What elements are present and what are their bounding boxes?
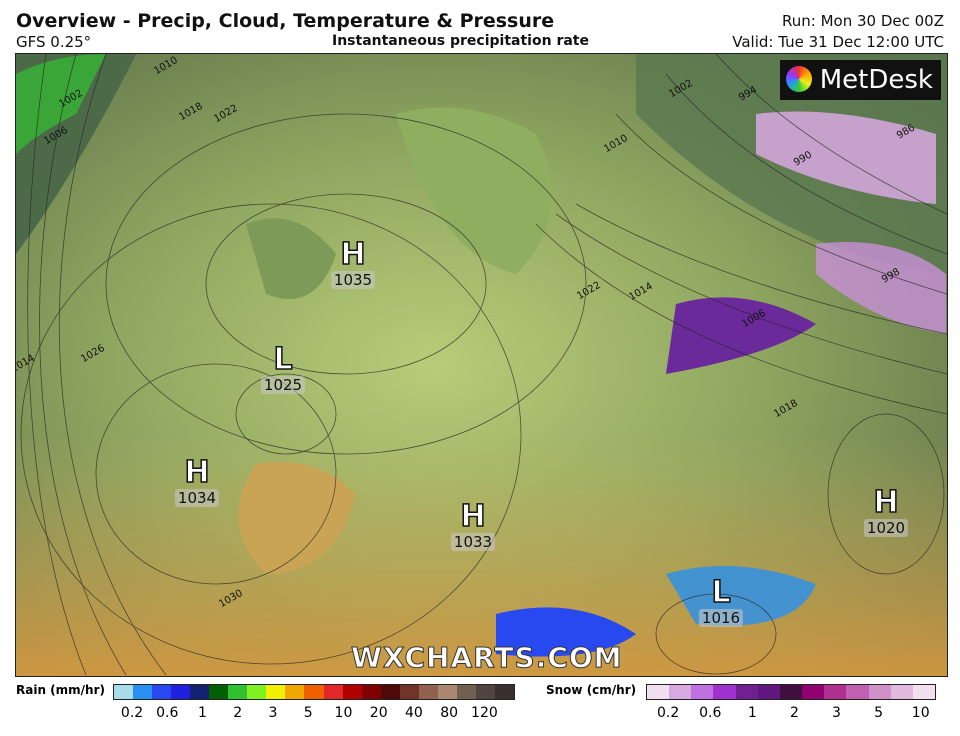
colorbar-swatch — [824, 685, 847, 699]
pressure-system-high: H 1020 — [863, 485, 909, 537]
pressure-system-high: H 1035 — [330, 237, 376, 289]
system-pressure: 1016 — [698, 609, 744, 627]
colorbar-swatch — [713, 685, 736, 699]
colorbar-swatch — [647, 685, 670, 699]
run-time: Run: Mon 30 Dec 00Z — [782, 12, 944, 30]
rain-legend-label: Rain (mm/hr) — [16, 683, 105, 697]
system-pressure: 1034 — [174, 489, 220, 507]
system-letter: L — [711, 575, 732, 610]
colorbar-swatch — [912, 685, 936, 699]
colorbar-swatch — [868, 685, 891, 699]
metdesk-logo-icon — [785, 66, 812, 92]
system-letter: H — [460, 499, 487, 534]
colorbar-swatch — [133, 685, 153, 699]
map-background — [16, 54, 947, 676]
colorbar-tick: 0.6 — [156, 705, 179, 721]
colorbar-tick: 5 — [874, 705, 884, 721]
colorbar-tick: 10 — [334, 705, 353, 721]
weather-map[interactable]: MetDesk WXCHARTS.COM H 1035 L 1025 H 1034 H 103… — [15, 53, 948, 677]
colorbar-tick: 2 — [233, 705, 243, 721]
colorbar-swatch — [757, 685, 780, 699]
snow-legend-label: Snow (cm/hr) — [546, 683, 637, 697]
colorbar-swatch — [890, 685, 913, 699]
colorbar-tick: 1 — [747, 705, 757, 721]
colorbar-swatch — [190, 685, 210, 699]
colorbar-tick: 1 — [198, 705, 207, 721]
colorbar-swatch — [418, 685, 438, 699]
colorbar-swatch — [380, 685, 400, 699]
system-pressure: 1025 — [260, 376, 306, 394]
colorbar-tick: 20 — [369, 705, 388, 721]
metdesk-logo: MetDesk — [779, 60, 941, 100]
colorbar-swatch — [669, 685, 692, 699]
system-pressure: 1020 — [863, 519, 909, 537]
colorbar-tick: 0.2 — [657, 705, 680, 721]
model-label: GFS 0.25° — [16, 33, 92, 51]
colorbar-swatch — [323, 685, 343, 699]
system-letter: L — [273, 342, 294, 377]
colorbar-tick: 40 — [405, 705, 423, 721]
colorbar-swatch — [266, 685, 286, 699]
colorbar-tick: 120 — [471, 705, 498, 721]
colorbar-swatch — [456, 685, 476, 699]
colorbar-tick: 0.6 — [699, 705, 722, 721]
pressure-system-high: H 1034 — [174, 455, 220, 507]
system-letter: H — [184, 455, 211, 490]
pressure-system-low: L 1016 — [698, 575, 744, 627]
colorbar-tick: 10 — [911, 705, 930, 721]
colorbar-swatch — [342, 685, 362, 699]
colorbar-swatch — [437, 685, 457, 699]
colorbar-swatch — [285, 685, 305, 699]
pressure-system-low: L 1025 — [260, 342, 306, 394]
watermark: WXCHARTS.COM — [351, 641, 623, 675]
system-pressure: 1033 — [450, 533, 496, 551]
colorbar-swatch — [846, 685, 869, 699]
colorbar-swatch — [171, 685, 191, 699]
chart-subtitle: Instantaneous precipitation rate — [332, 33, 589, 49]
rain-colorbar — [113, 684, 515, 700]
system-letter: H — [873, 485, 900, 520]
colorbar-tick: 3 — [268, 705, 278, 721]
colorbar-swatch — [228, 685, 248, 699]
colorbar-swatch — [735, 685, 758, 699]
snow-colorbar — [646, 684, 936, 700]
colorbar-tick: 80 — [440, 705, 459, 721]
colorbar-swatch — [494, 685, 514, 699]
valid-time: Valid: Tue 31 Dec 12:00 UTC — [732, 33, 944, 51]
colorbar-tick: 0.2 — [120, 705, 144, 721]
colorbar-swatch — [114, 685, 134, 699]
system-letter: H — [340, 237, 367, 272]
colorbar-swatch — [247, 685, 267, 699]
colorbar-swatch — [691, 685, 714, 699]
colorbar-swatch — [802, 685, 825, 699]
chart-title: Overview - Precip, Cloud, Temperature & … — [16, 10, 555, 32]
colorbar-tick: 5 — [303, 705, 313, 721]
colorbar-swatch — [304, 685, 324, 699]
colorbar-swatch — [779, 685, 803, 699]
pressure-system-high: H 1033 — [450, 499, 496, 551]
colorbar-swatch — [475, 685, 495, 699]
logo-text: MetDesk — [819, 65, 933, 95]
colorbar-tick: 2 — [789, 705, 799, 721]
colorbar-swatch — [152, 685, 172, 699]
colorbar-swatch — [361, 685, 381, 699]
system-pressure: 1035 — [330, 271, 376, 289]
colorbar-swatch — [399, 685, 419, 699]
colorbar-tick: 3 — [832, 705, 841, 721]
colorbar-swatch — [209, 685, 229, 699]
